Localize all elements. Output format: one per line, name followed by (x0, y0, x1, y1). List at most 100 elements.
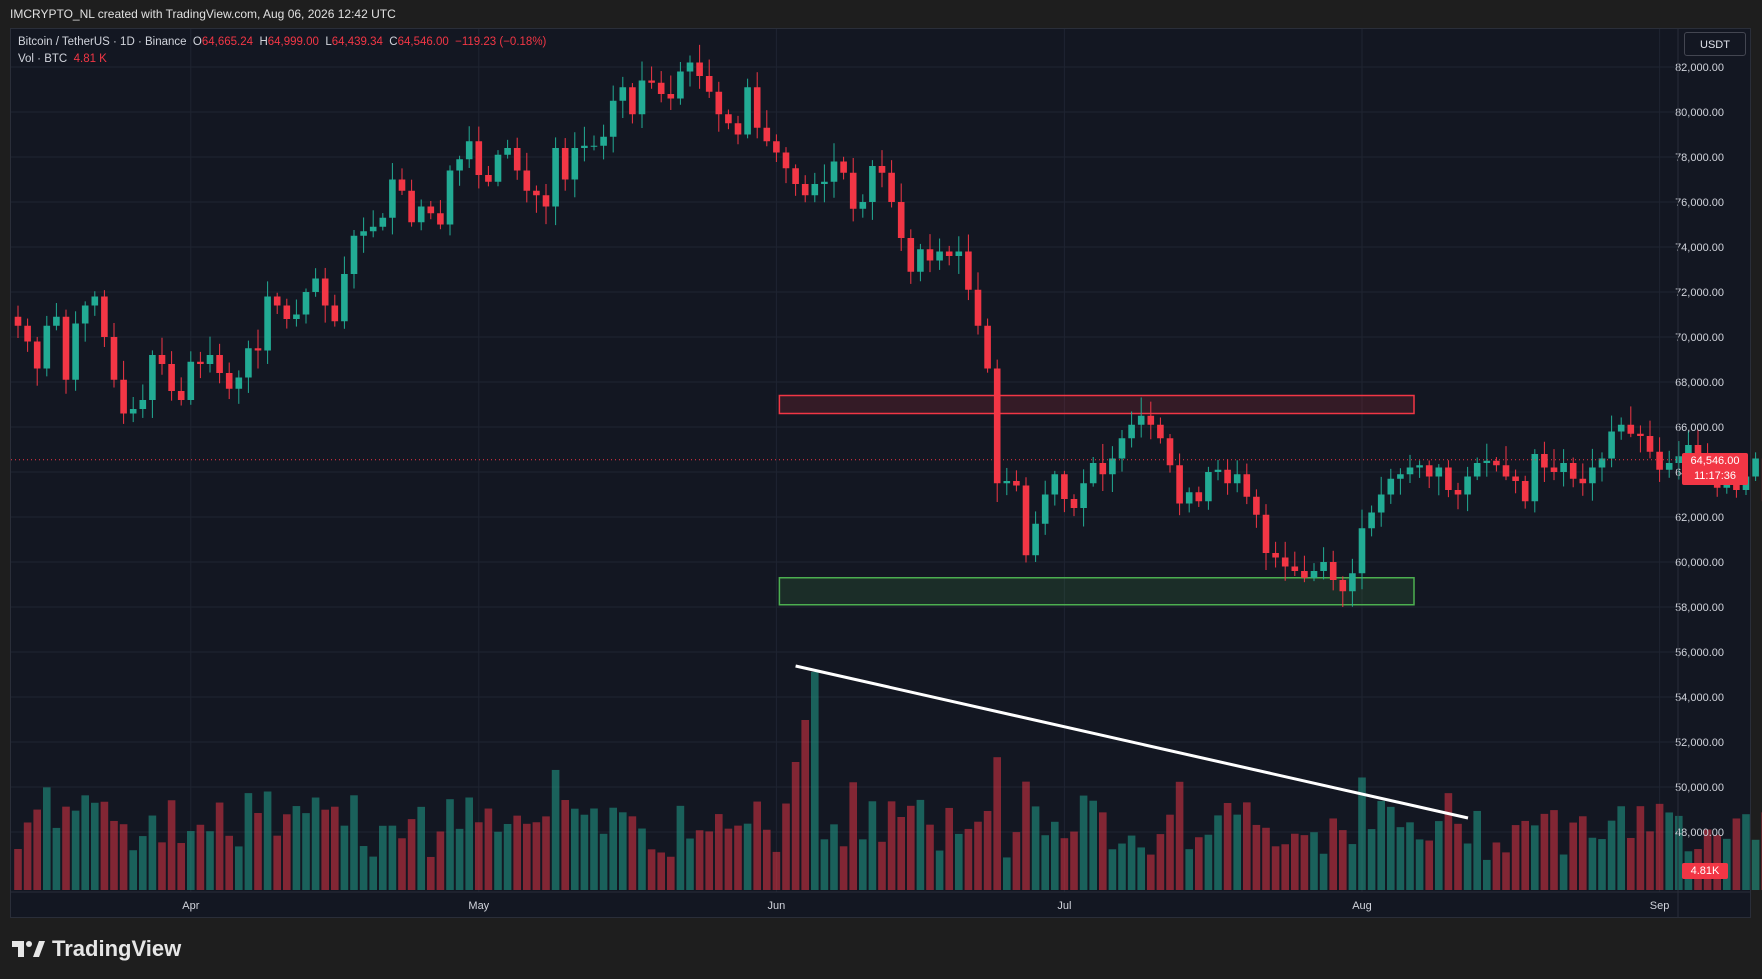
volume-bar (1703, 829, 1712, 890)
volume-bar (523, 823, 531, 890)
candle-body (753, 87, 761, 128)
volume-bar (484, 808, 493, 890)
candle-body (1368, 512, 1375, 529)
volume-bar (398, 838, 406, 890)
candle-body (859, 202, 867, 209)
volume-bar (1003, 857, 1011, 890)
volume-bar (1483, 859, 1491, 890)
candle-body (1435, 467, 1443, 477)
candle-body (1243, 474, 1251, 497)
candle-body (1550, 467, 1558, 472)
candle-body (1598, 458, 1606, 468)
volume-bar (407, 819, 416, 890)
volume-bar (628, 816, 637, 890)
currency-button[interactable]: USDT (1684, 32, 1746, 56)
candle-body (993, 368, 1001, 484)
volume-bar (964, 828, 973, 890)
volume-bar (897, 816, 905, 890)
volume-bar (1511, 825, 1520, 890)
volume-bar (14, 848, 22, 890)
candle-body (1560, 463, 1567, 472)
volume-bar (667, 856, 675, 890)
volume-bar (820, 839, 829, 890)
candle-body (965, 251, 972, 290)
volume-bar (311, 797, 320, 890)
volume-bar (532, 822, 541, 890)
tradingview-brand[interactable]: TradingView (12, 936, 181, 962)
header-credit: IMCRYPTO_NL created with TradingView.com… (10, 7, 396, 21)
volume-bar (417, 806, 425, 890)
legend-volume-label[interactable]: Vol · BTC (18, 53, 68, 65)
volume-bar (1214, 815, 1222, 890)
volume-bar (695, 830, 704, 890)
volume-bar (878, 841, 886, 890)
volume-bar (1108, 849, 1117, 890)
volume-bar (1127, 835, 1136, 890)
candle-body (897, 202, 905, 238)
volume-bar (791, 762, 800, 890)
legend-high-label: H (259, 36, 268, 48)
volume-bar (1252, 824, 1261, 890)
resistance-zone (778, 394, 1415, 415)
tradingview-logo-icon (12, 941, 45, 957)
legend-symbol[interactable]: Bitcoin / TetherUS · 1D · Binance (18, 36, 187, 48)
volume-bar (1675, 815, 1683, 890)
candle-body (494, 154, 502, 182)
volume-bar (1742, 814, 1750, 890)
candle-body (350, 235, 358, 274)
volume-bar (1223, 803, 1232, 890)
volume-bar (676, 805, 685, 890)
candle-body (725, 114, 732, 124)
candle-body (629, 87, 636, 115)
legend-high: 64,999.00 (267, 36, 319, 48)
volume-bar (753, 801, 761, 890)
volume-bar (916, 799, 925, 890)
volume-bar (561, 800, 569, 890)
candle-body (1291, 566, 1299, 571)
candle-body (1502, 465, 1510, 477)
candle-body (1022, 485, 1030, 556)
legend-volume: 4.81 K (73, 53, 107, 65)
footer-bar (0, 918, 1762, 979)
volume-bar (1425, 840, 1433, 890)
volume-bar (955, 833, 963, 890)
volume-bar (1089, 800, 1097, 890)
candle-body (206, 355, 214, 364)
volume-bar (1367, 829, 1376, 890)
candle-body (1665, 463, 1673, 470)
candle-body (341, 274, 348, 322)
candle-body (1013, 481, 1020, 486)
candle-body (177, 391, 185, 400)
candle-body (1397, 474, 1404, 479)
volume-bar (1655, 803, 1664, 890)
candle-body (1339, 580, 1347, 592)
candle-body (811, 184, 819, 196)
candle-body (72, 323, 79, 380)
y-tick-label: 74,000.00 (1675, 242, 1724, 254)
support-zone (778, 577, 1415, 606)
volume-bar (302, 813, 310, 890)
volume-bar (321, 809, 329, 890)
candle-body (1627, 424, 1635, 434)
candle-body (1147, 415, 1155, 425)
candle-body (849, 172, 857, 209)
candle-body (1483, 460, 1491, 463)
candle-body (1512, 476, 1519, 481)
volume-bar (379, 825, 387, 890)
candle-body (773, 141, 780, 153)
volume-bar (33, 809, 41, 890)
y-tick-label: 70,000.00 (1675, 332, 1724, 344)
candle-body (1445, 467, 1452, 490)
volume-bar (849, 782, 857, 890)
volume-bar (935, 850, 944, 890)
last-price-tag: 64,546.00 11:17:36 (1682, 453, 1748, 485)
candle-body (110, 337, 118, 380)
volume-bar (244, 793, 253, 890)
candle-body (1032, 523, 1039, 556)
volume-bar (388, 825, 397, 890)
bar-countdown: 11:17:36 (1693, 470, 1736, 482)
chart-frame[interactable] (10, 28, 1751, 918)
volume-bar (1406, 822, 1414, 890)
volume-bar (1559, 854, 1568, 890)
